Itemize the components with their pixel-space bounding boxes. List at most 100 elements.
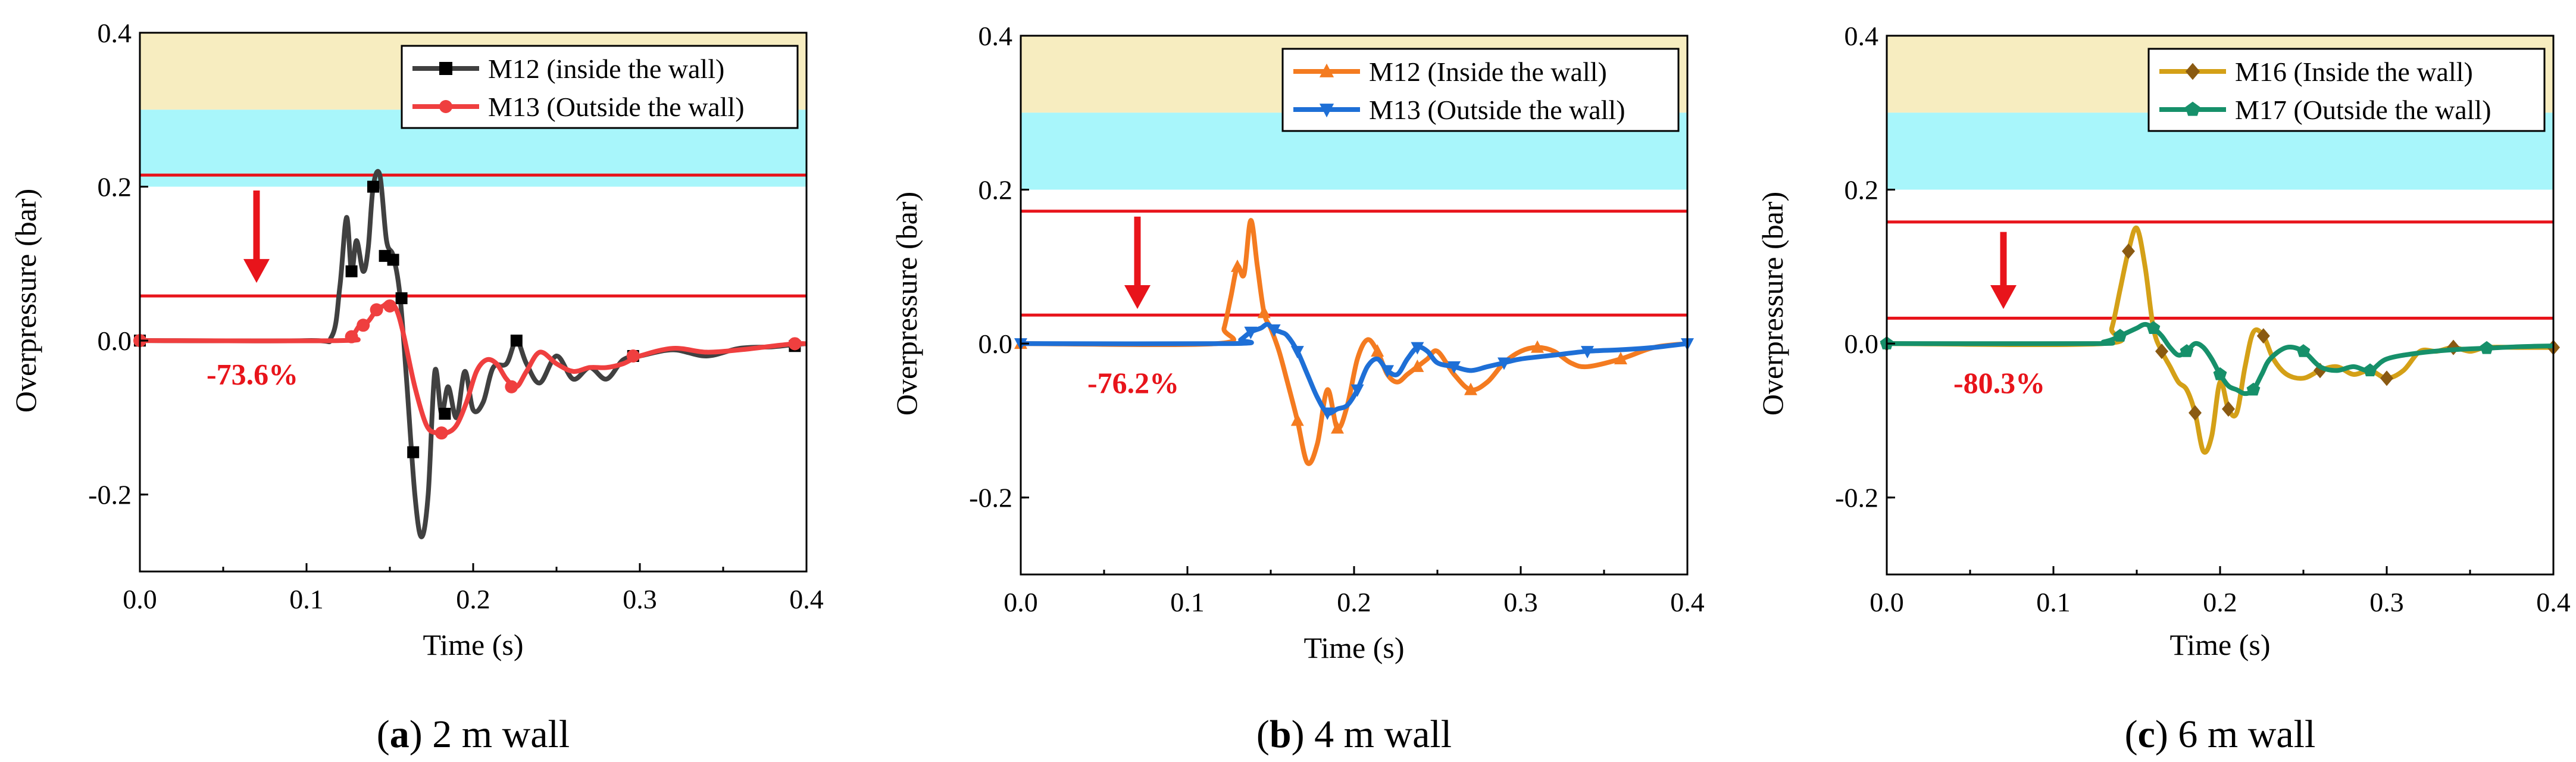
panel-b-series-1-point (1267, 324, 1281, 337)
panel-a-series-1-point (357, 318, 370, 332)
panel-a-series-1-point (434, 426, 448, 440)
panel-a-series-1-point (370, 303, 383, 317)
panel-b-xtick-label: 0.2 (1337, 587, 1371, 617)
panel-a-ytick-label: 0.4 (98, 18, 132, 48)
panel-c-series-1-point (2363, 363, 2377, 377)
panel-c-annotation: -80.3% (1953, 366, 2045, 399)
panel-b-arrow (1124, 216, 1151, 309)
panel-b-hlines (1021, 210, 1687, 317)
panel-b-caption-text: 4 m wall (1314, 713, 1452, 756)
panel-b-legend-marker-1 (1319, 104, 1334, 118)
panel-a-series-0-point (439, 407, 451, 420)
panel-c-xtick-label: 0.0 (1870, 587, 1904, 617)
panel-c-x-axis-label: Time (s) (2169, 628, 2270, 661)
panel-c: 0.0 0.1 0.2 0.3 0.4 -0.2 0.0 0.2 0.4 -80.3% Tim… (1756, 21, 2571, 756)
panel-a: 0.0 0.1 0.2 0.3 0.4 -0.2 0.0 0.2 0.4 -73.6% Tim… (9, 18, 824, 756)
panel-c-series-1-point (2296, 344, 2311, 357)
panel-a-xtick-label: 0.2 (456, 584, 490, 614)
panel-c-legend-marker-1 (2185, 101, 2200, 116)
panel-c-caption: (c) 6 m wall (2125, 713, 2316, 756)
panel-c-series-1-point (2246, 382, 2261, 396)
panel-b-xticks: 0.0 0.1 0.2 0.3 0.4 (1003, 566, 1705, 617)
panel-c-series-0-point (2256, 328, 2270, 344)
panel-a-series-0-point (407, 446, 420, 458)
panel-b-ytick-label: 0.2 (978, 175, 1013, 205)
panel-a-xtick-label: 0.4 (789, 584, 824, 614)
panel-a-series-0-point (367, 180, 379, 193)
panel-b-series-1-point (1448, 361, 1461, 374)
panel-c-xtick-label: 0.1 (2036, 587, 2071, 617)
panel-a-caption-label: a (390, 713, 409, 756)
panel-a-xtick-label: 0.1 (289, 584, 324, 614)
panel-b-series-0-point (1257, 305, 1271, 318)
panel-a-ytick-label: 0.0 (98, 326, 132, 356)
panel-c-series-0-point (2122, 243, 2135, 259)
panel-c-arrow (1990, 232, 2017, 309)
panel-b-legend-label-1: M13 (Outside the wall) (1369, 95, 1625, 125)
panel-b-series-1-point (1498, 357, 1511, 370)
panel-a-legend-label-1: M13 (Outside the wall) (488, 92, 745, 122)
panel-c-series-1-point (2146, 321, 2161, 334)
panel-b-legend-label-0: M12 (Inside the wall) (1369, 57, 1607, 87)
panel-b-series-0-point (1531, 340, 1544, 353)
panel-b-yticks: -0.2 0.0 0.2 0.4 (969, 21, 1029, 513)
panel-b-x-axis-label: Time (s) (1303, 631, 1404, 664)
panel-a-yticks: -0.2 0.0 0.2 0.4 (88, 18, 148, 510)
panel-b-series-1-point (1244, 326, 1258, 339)
panel-c-caption-label: c (2138, 713, 2155, 756)
panel-a-y-axis-label: Overpressure (bar) (9, 189, 42, 413)
panel-b-ytick-label: 0.0 (978, 329, 1013, 359)
panel-a-arrow (243, 190, 270, 283)
panel-c-arrow-head (1990, 285, 2017, 309)
panel-a-series-1-point (505, 380, 518, 394)
panel-b-series-1-point (1411, 342, 1424, 355)
panel-b-series-1-point (1321, 407, 1334, 420)
panel-a-series-0-point (387, 254, 399, 266)
panel-c-xticks: 0.0 0.1 0.2 0.3 0.4 (1870, 566, 2571, 617)
panel-b-series-1 (1014, 321, 1694, 420)
panel-a-series-0-point (395, 292, 408, 305)
panel-b-series-1-point (1290, 346, 1304, 359)
panel-c-legend-label-0: M16 (Inside the wall) (2235, 57, 2473, 87)
panel-a-series-0-point (510, 335, 523, 347)
panel-c-series-1 (1880, 321, 2554, 396)
panel-b-caption: (b) 4 m wall (1256, 713, 1452, 756)
panel-b-arrow-head (1124, 285, 1151, 309)
panel-c-ytick-label: 0.0 (1845, 329, 1879, 359)
panel-c-legend-box (2147, 48, 2546, 132)
panel-c-ytick-label: -0.2 (1835, 483, 1878, 513)
panel-b-legend: M12 (Inside the wall) M13 (Outside the wa… (1281, 48, 1680, 132)
panel-b-series-0-line (1020, 218, 1688, 466)
panel-a-x-axis-label: Time (s) (423, 628, 523, 661)
panel-a-legend-marker-1 (439, 100, 452, 113)
panel-b-series-0-point (1411, 359, 1424, 372)
panel-b-series-0-point (1290, 413, 1304, 426)
panel-c-series-0-line (1886, 225, 2553, 455)
panel-a-ytick-label: -0.2 (88, 480, 132, 510)
panel-b-series-0-point (1371, 344, 1384, 357)
panel-c-series-0-point (2380, 370, 2393, 386)
panel-a-legend: M12 (inside the wall) M13 (Outside the wa… (401, 45, 799, 129)
panel-a-caption-text: 2 m wall (432, 713, 570, 756)
panel-b-series-0 (1014, 218, 1688, 466)
panel-b-series-1-point (1381, 365, 1394, 378)
panel-c-y-axis-label: Overpressure (bar) (1756, 192, 1789, 416)
panel-a-annotation: -73.6% (207, 358, 298, 391)
panel-a-caption: (a) 2 m wall (377, 713, 570, 756)
panel-c-legend-marker-0 (2185, 63, 2200, 80)
panel-b-series-0-point (1614, 352, 1627, 364)
panel-a-legend-box (401, 45, 799, 129)
panel-b-series-0-point (1231, 259, 1244, 272)
panel-a-series-1-point (788, 337, 802, 351)
panel-a-xtick-label: 0.3 (623, 584, 657, 614)
panel-b-caption-label: b (1270, 713, 1292, 756)
panel-c-ytick-label: 0.2 (1845, 175, 1879, 205)
panel-a-xtick-label: 0.0 (123, 584, 157, 614)
panel-b-legend-marker-0 (1319, 63, 1334, 77)
panel-c-series-0-point (2155, 343, 2168, 360)
panel-a-series-1-point (626, 349, 640, 363)
panel-b-xtick-label: 0.4 (1670, 587, 1705, 617)
panel-a-legend-label-0: M12 (inside the wall) (488, 54, 724, 84)
panel-b-ytick-label: -0.2 (969, 483, 1012, 513)
panel-c-series-1-point (2213, 367, 2227, 380)
